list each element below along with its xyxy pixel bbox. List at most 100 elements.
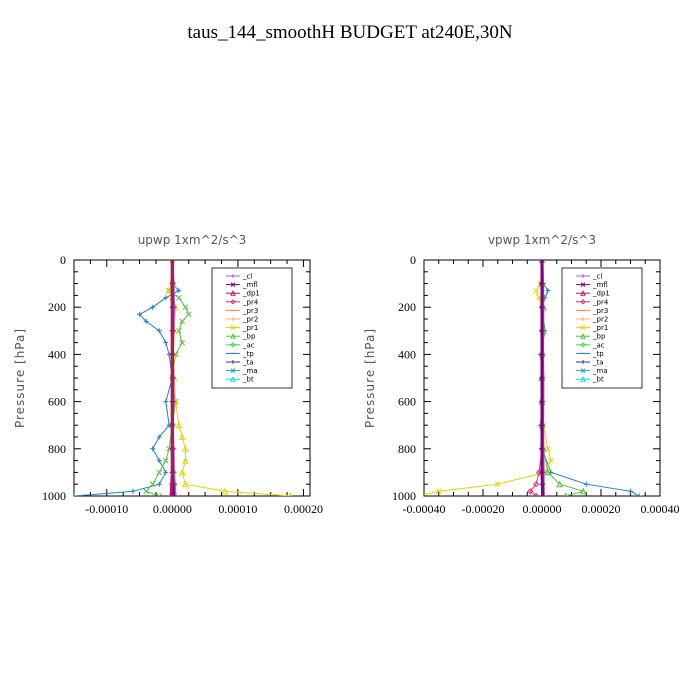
series-line-pr1 — [424, 260, 552, 496]
y-tick-label: 200 — [398, 300, 416, 314]
panel-title: vpwp 1xm^2/s^3 — [488, 233, 596, 247]
series-point-pr1 — [416, 494, 421, 499]
series-point-pr4 — [526, 488, 534, 495]
series-point-bp — [556, 480, 564, 488]
legend-marker — [580, 342, 586, 348]
legend-marker — [230, 342, 236, 348]
series-point-bp — [162, 457, 169, 464]
y-tick-label: 400 — [48, 347, 66, 361]
series-point-bp — [149, 481, 156, 488]
series-point-tp — [156, 481, 162, 487]
series-point-mfl — [539, 446, 545, 452]
x-tick-label: 0.00040 — [641, 502, 680, 516]
series-point-bp — [544, 468, 552, 476]
series-point-pr1 — [182, 445, 189, 452]
legend-marker — [580, 299, 586, 305]
y-tick-label: 1000 — [392, 489, 416, 503]
legend-label: _mfl — [242, 281, 258, 289]
series-point-tp — [74, 493, 77, 496]
figure-title: taus_144_smoothH BUDGET at240E,30N — [187, 22, 513, 43]
series-point-dp1 — [169, 304, 175, 310]
series-point-dp1 — [169, 481, 175, 487]
series-point-tp — [636, 493, 642, 496]
series-point-pr1 — [547, 457, 554, 464]
legend-label: _pr3 — [592, 307, 608, 315]
legend-marker — [580, 290, 586, 296]
x-tick-label: 0.00000 — [523, 502, 562, 516]
series-point-mfl — [540, 493, 546, 496]
series-point-pr1 — [182, 456, 189, 464]
legend-marker — [581, 274, 585, 278]
legend-marker — [230, 368, 236, 373]
series-point-pr1 — [435, 488, 442, 495]
series-point-tp — [583, 481, 589, 487]
series-point-mfl — [539, 469, 545, 475]
y-tick-label: 800 — [48, 442, 66, 456]
panel-upwp: upwp 1xm^2/s^3 Pressure [hPa] 0 200 400 600 80… — [13, 233, 323, 516]
series-line-tp — [74, 260, 180, 496]
series-point-mfl — [539, 260, 545, 263]
series-point-bp — [176, 294, 182, 301]
panel-vpwp: vpwp 1xm^2/s^3 Pressure [hPa] 0 200 400 600 80… — [363, 233, 680, 516]
legend-label: _pr4 — [242, 298, 259, 306]
series-point-bp — [185, 311, 192, 318]
legend-marker — [580, 325, 586, 330]
x-tick-label: 0.00010 — [218, 502, 257, 516]
legend-box — [211, 267, 293, 389]
panel-title: upwp 1xm^2/s^3 — [138, 233, 247, 247]
legend-marker — [230, 290, 236, 296]
x-tick-label: -0.00010 — [85, 502, 128, 516]
legend-label: _ta — [242, 359, 254, 367]
legend-marker — [580, 368, 586, 373]
legend-marker — [231, 360, 235, 364]
series-point-tp — [137, 311, 143, 317]
series-point-mfl — [539, 375, 545, 381]
series-point-mfl — [539, 304, 545, 310]
series-point-tp — [130, 488, 136, 494]
legend-label: _ac — [592, 341, 605, 349]
legend-marker — [231, 274, 235, 278]
series-point-pr1 — [175, 421, 183, 429]
plot-area — [74, 260, 293, 496]
legend-marker — [230, 376, 236, 382]
series-point-dp1 — [169, 375, 175, 381]
series-line-bp — [145, 260, 190, 496]
legend-marker — [230, 325, 236, 330]
y-axis-label: Pressure [hPa] — [13, 328, 27, 428]
y-tick-label: 0 — [60, 253, 66, 267]
legend-marker — [581, 360, 585, 364]
legend-label: _ma — [242, 367, 258, 375]
y-tick-label: 600 — [48, 395, 66, 409]
series-point-dp1 — [169, 351, 175, 357]
legend-label: _pr4 — [592, 298, 609, 306]
series-point-bp — [182, 304, 189, 311]
series-point-dp1 — [169, 260, 175, 263]
legend: _cl_mfl_dp1_pr4_pr3_pr2_pr1_bp_ac_tp_ta_… — [211, 267, 293, 389]
legend-label: _dp1 — [592, 290, 610, 298]
series-point-bp — [176, 327, 182, 334]
legend-label: _bt — [592, 376, 604, 384]
legend-label: _ac — [242, 341, 255, 349]
legend-label: _ma — [592, 367, 608, 375]
series-point-tp — [545, 288, 551, 294]
legend-label: _tp — [242, 350, 254, 358]
series-point-tp — [163, 469, 169, 475]
legend-box — [561, 267, 643, 389]
series-point-tp — [150, 304, 156, 310]
y-tick-label: 200 — [48, 300, 66, 314]
y-axis-label: Pressure [hPa] — [363, 328, 377, 428]
series-point-mfl — [539, 422, 545, 428]
series-point-mfl — [539, 399, 545, 405]
series-point-mfl — [539, 351, 545, 357]
legend-marker — [230, 282, 236, 287]
legend-label: _cl — [242, 273, 252, 281]
legend-label: _bt — [242, 376, 254, 384]
legend-marker — [580, 333, 586, 339]
legend-marker — [580, 282, 586, 287]
series-point-pr1 — [182, 480, 189, 488]
series-point-pr1 — [533, 287, 539, 294]
legend-marker — [230, 299, 236, 305]
legend-marker — [580, 376, 586, 382]
series-point-tp — [150, 446, 156, 452]
series-point-tp — [628, 488, 633, 494]
